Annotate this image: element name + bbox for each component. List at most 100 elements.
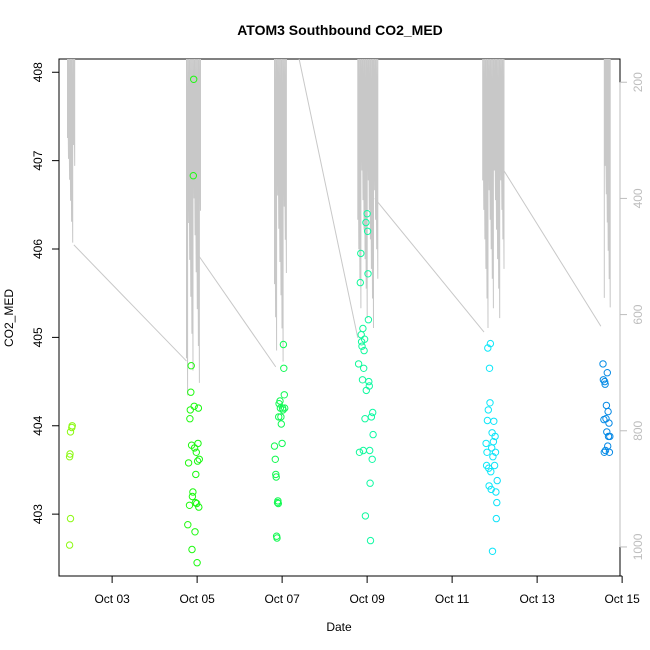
data-point — [488, 547, 497, 555]
data-point — [360, 335, 369, 343]
data-point — [185, 501, 194, 509]
secondary-line-layer — [67, 58, 611, 396]
secondary-trend-line — [73, 244, 187, 362]
y2-tick-label: 800 — [631, 420, 645, 440]
data-point — [187, 362, 195, 370]
secondary-trend-line — [198, 256, 277, 368]
data-point — [359, 324, 367, 333]
data-point — [66, 514, 75, 523]
data-point — [192, 448, 201, 456]
data-points-layer — [65, 75, 614, 567]
y2-tick-label: 1000 — [631, 533, 645, 560]
y-tick-label: 404 — [31, 415, 45, 435]
data-point — [360, 346, 368, 355]
data-point — [193, 457, 202, 465]
secondary-spike-cluster — [67, 58, 76, 243]
data-point — [367, 413, 376, 421]
data-point — [194, 439, 202, 448]
data-point — [193, 499, 201, 508]
data-point — [486, 399, 494, 407]
data-point — [601, 380, 609, 388]
data-point — [485, 364, 494, 372]
data-point — [68, 422, 76, 430]
data-point — [601, 377, 609, 386]
data-point — [184, 459, 193, 467]
data-point — [492, 514, 500, 523]
data-point — [368, 455, 376, 463]
secondary-spike-cluster — [186, 58, 201, 396]
data-point — [193, 559, 201, 567]
y-tick-label: 405 — [31, 327, 45, 347]
data-point — [486, 339, 495, 348]
data-point — [604, 407, 612, 416]
data-point — [273, 534, 281, 542]
data-point — [354, 360, 363, 368]
data-point — [194, 404, 203, 412]
data-point — [281, 404, 289, 412]
data-point — [280, 364, 288, 372]
y-axis-label: CO2_MED — [2, 289, 16, 347]
data-point — [358, 376, 367, 384]
data-point — [364, 270, 372, 278]
data-point — [191, 528, 199, 536]
data-point — [187, 388, 195, 396]
data-point — [490, 417, 498, 425]
data-point — [599, 376, 608, 384]
data-point — [189, 488, 197, 496]
y-axis: 403 404 405 406 407 408 — [31, 62, 60, 524]
data-point — [484, 406, 492, 414]
data-point — [356, 278, 364, 287]
secondary-trend-line — [298, 58, 359, 338]
y2-tick-label: 600 — [631, 304, 645, 324]
data-point — [601, 446, 610, 455]
data-point — [490, 461, 499, 470]
data-point — [189, 172, 198, 180]
data-point — [493, 498, 501, 507]
data-point — [188, 492, 197, 501]
secondary-spike-cluster — [482, 58, 505, 329]
plot-frame — [58, 58, 621, 577]
data-point — [365, 377, 373, 386]
x-tick-label: Oct 15 — [604, 592, 640, 606]
data-point — [279, 340, 288, 349]
data-point — [606, 432, 614, 441]
data-point — [489, 438, 498, 446]
data-point — [483, 448, 491, 456]
data-point — [359, 446, 367, 455]
data-point — [364, 316, 373, 324]
data-point — [279, 406, 287, 414]
data-point — [361, 512, 370, 520]
data-point — [483, 416, 492, 425]
data-point — [274, 497, 282, 505]
secondary-spike-cluster — [274, 58, 287, 362]
data-point — [603, 369, 611, 377]
data-point — [369, 430, 377, 439]
x-axis: Oct 03 Oct 05 Oct 07 Oct 09 Oct 11 Oct 13 Oct … — [94, 575, 640, 606]
data-point — [190, 75, 198, 84]
data-point — [270, 442, 279, 450]
chart-title: ATOM3 Southbound CO2_MED — [237, 22, 443, 38]
y-tick-label: 406 — [31, 239, 45, 259]
data-point — [365, 382, 373, 390]
x-tick-label: Oct 13 — [519, 592, 555, 606]
data-point — [66, 428, 75, 436]
data-point — [65, 541, 74, 549]
x-tick-label: Oct 09 — [349, 592, 385, 606]
y2-tick-label: 200 — [631, 72, 645, 92]
data-point — [487, 468, 495, 476]
data-point — [492, 488, 500, 496]
data-point — [186, 406, 195, 414]
data-point — [357, 331, 365, 339]
secondary-trend-line — [502, 169, 602, 327]
data-point — [363, 210, 371, 218]
data-point — [360, 364, 368, 372]
data-point — [600, 448, 608, 456]
data-point — [188, 545, 196, 554]
data-point — [363, 227, 372, 236]
data-point — [605, 448, 614, 456]
data-point — [482, 439, 490, 448]
data-point — [271, 455, 279, 463]
data-point — [277, 420, 285, 428]
data-point — [276, 397, 284, 405]
